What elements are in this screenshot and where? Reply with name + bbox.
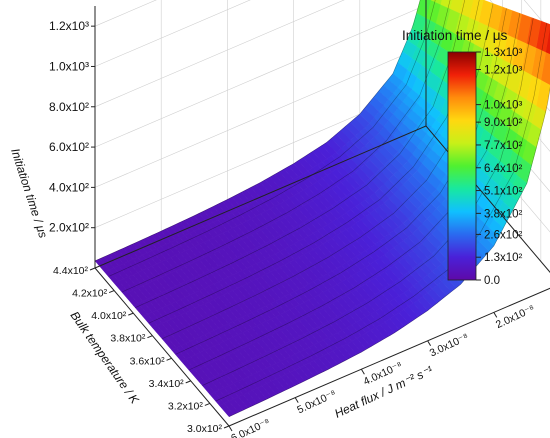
surface-mesh-line — [202, 18, 534, 386]
colorbar-tick-label: 3.8x10² — [484, 208, 523, 220]
x-tick-mark — [228, 425, 233, 432]
colorbar-tick-label: 2.6x10² — [484, 229, 523, 241]
y-tick-label: 4.0x10² — [91, 310, 127, 322]
colorbar-tick-label: 1.3x10³ — [484, 47, 523, 59]
x-axis-line — [228, 287, 550, 427]
x-tick-label: 3.0x10⁻⁸ — [428, 331, 471, 359]
surface-mesh-line — [148, 0, 480, 324]
x-tick-mark — [360, 368, 365, 375]
colorbar-tick-label: 6.4x10² — [484, 163, 523, 175]
surface-mesh-line — [215, 23, 547, 402]
z-tick-label: 2.0x10² — [49, 221, 89, 235]
colorbar-tick-label: 1.2x10³ — [484, 65, 523, 77]
y-tick-label: 3.0x10² — [187, 423, 223, 435]
x-tick-mark — [294, 397, 299, 403]
x-tick-mark — [427, 340, 432, 347]
y-tick-label: 3.2x10² — [168, 400, 204, 412]
y-axis-line — [94, 267, 230, 427]
colorbar-ticks: 1.3x10³ 1.2x10³ 1.0x10³ 9.0x10² 7.7x10² 6.4x1… — [476, 47, 523, 287]
colorbar: Initiation time / μs 1.3x10³ 1.2x10³ 1.0x1… — [402, 28, 523, 287]
z-tick-label: 1.0x10³ — [49, 60, 89, 74]
back-wall-left — [95, 0, 426, 268]
colorbar-gradient — [447, 51, 477, 281]
y-tick-label: 4.2x10² — [72, 288, 108, 300]
plot-box-edges — [94, 0, 550, 427]
back-bottom-edge — [94, 125, 427, 269]
colorbar-tick-label: 1.3x10² — [484, 252, 523, 264]
colorbar-tick-label: 7.7x10² — [484, 140, 523, 152]
y-tick-label: 3.4x10² — [149, 378, 185, 390]
colorbar-tick-label: 0.0 — [484, 275, 500, 287]
surface-mesh-line — [228, 86, 550, 417]
y-tick-mark — [128, 312, 134, 316]
y-tick-mark — [204, 402, 211, 406]
y-tick-label: 3.8x10² — [110, 333, 146, 345]
colorbar-tick-label: 5.1x10² — [484, 186, 523, 198]
colorbar-title: Initiation time / μs — [402, 28, 508, 43]
y-tick-label: 3.6x10² — [130, 355, 166, 367]
y-tick-mark — [166, 357, 172, 361]
y-tick-mark — [223, 425, 230, 429]
colorbar-tick-label: 1.0x10³ — [484, 100, 523, 112]
z-tick-label: 8.0x10² — [49, 100, 89, 114]
x-tick-label: 6.0x10⁻⁸ — [229, 416, 272, 438]
z-tick-label: 4.0x10² — [49, 180, 89, 194]
y-tick-mark — [147, 335, 153, 339]
x-tick-mark — [493, 312, 498, 318]
y-tick-label: 4.4x10² — [53, 265, 89, 277]
y-tick-mark — [185, 380, 191, 384]
colorbar-tick-label: 9.0x10² — [484, 117, 523, 129]
z-axis-label: Initiation time / μs — [8, 147, 50, 240]
surface-mesh-line — [94, 0, 421, 262]
x-tick-label: 2.0x10⁻⁸ — [494, 303, 537, 331]
y-tick-mark — [108, 290, 115, 294]
x-tick-label: 5.0x10⁻⁸ — [295, 388, 338, 416]
y-tick-mark — [89, 267, 96, 271]
surface-mesh-line — [161, 3, 494, 340]
surface-mesh-line — [121, 0, 451, 293]
z-tick-label: 1.2x10³ — [49, 19, 89, 33]
z-tick-label: 6.0x10² — [49, 140, 89, 154]
surface-mesh-line — [135, 0, 466, 308]
surface-mesh-line — [108, 0, 436, 277]
